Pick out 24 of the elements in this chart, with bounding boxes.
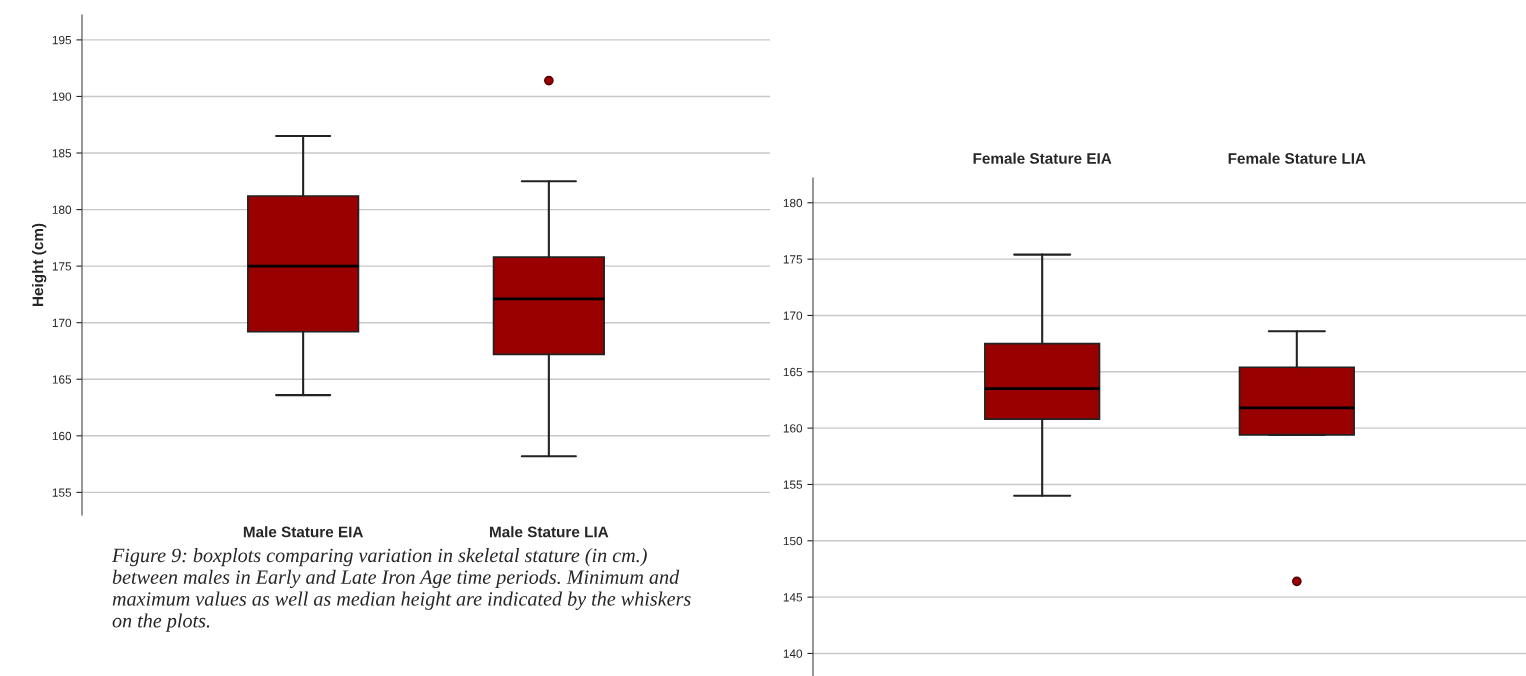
y-tick-label: 150 (783, 536, 803, 546)
y-axis-title: Height (cm) (32, 223, 47, 306)
caption: Figure 9: boxplots comparing variation in skeletal stature (in cm.) between males in Early and Late Iron Age time periods. Minimum and maximum values as well as median height are indicated by the whiskers on the plots. (111, 548, 691, 632)
y-tick-label: 175 (52, 262, 72, 271)
y-tick-label: 155 (52, 488, 72, 497)
y-tick-label: 140 (783, 649, 803, 658)
y-tick-label: 170 (52, 318, 72, 328)
x-tick-label: Male Stature LIA (490, 526, 609, 538)
y-tick-label: 160 (52, 431, 72, 441)
y-tick-label: 165 (52, 375, 72, 384)
y-tick-label: 160 (783, 424, 803, 433)
y-tick-label: 180 (783, 198, 803, 208)
x-tick-label: Female Stature LIA (1228, 152, 1366, 164)
x-tick-label: Male Stature EIA (243, 526, 364, 538)
y-tick-label: 190 (52, 92, 72, 101)
y-tick-label: 165 (783, 367, 803, 377)
y-tick-label: 185 (52, 149, 72, 158)
x-tick-label: Female Stature EIA (973, 152, 1112, 164)
y-tick-label: 180 (52, 205, 72, 214)
y-tick-label: 145 (783, 593, 803, 602)
y-tick-label: 155 (783, 480, 803, 489)
y-tick-label: 195 (52, 35, 72, 45)
y-tick-label: 170 (783, 311, 803, 320)
y-tick-label: 175 (783, 255, 803, 264)
